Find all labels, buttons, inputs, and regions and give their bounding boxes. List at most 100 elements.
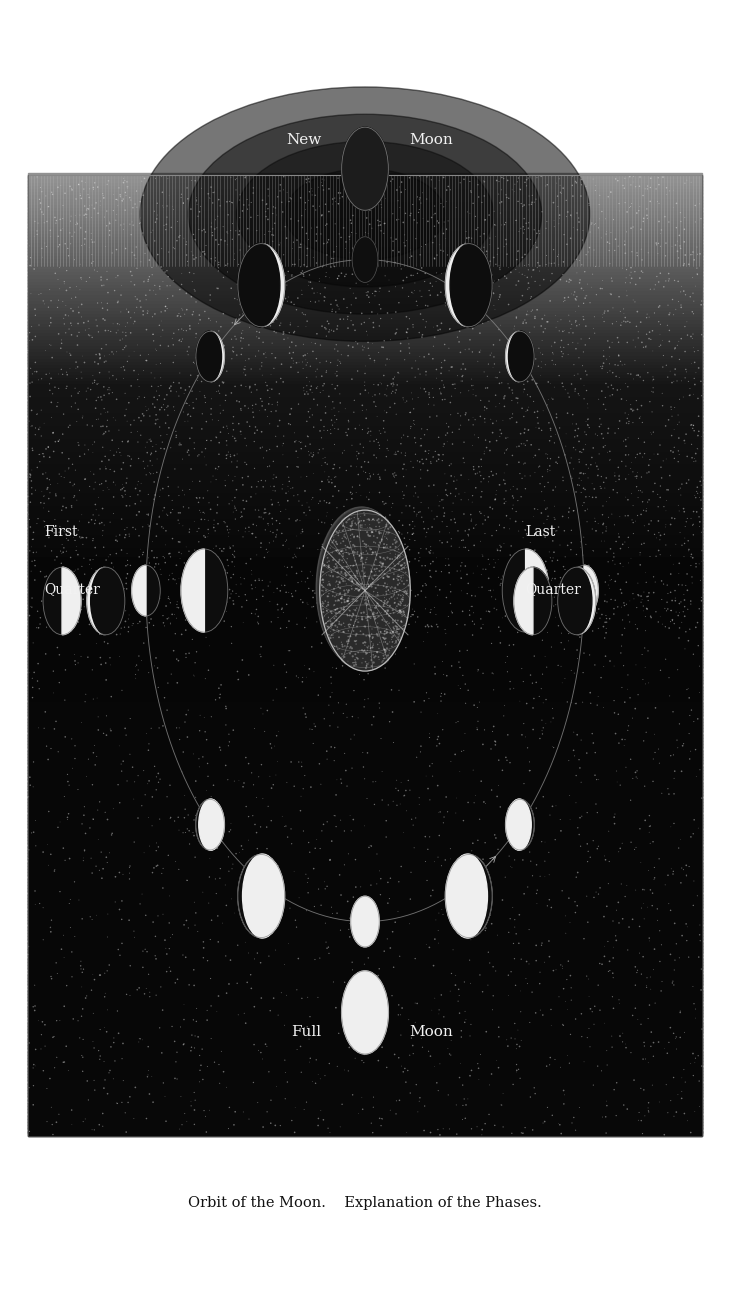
Point: [89, 352, 101, 373]
Point: [554, 535, 566, 556]
Point: [485, 251, 496, 271]
Point: [235, 282, 247, 302]
Point: [430, 561, 442, 582]
Point: [474, 226, 486, 247]
Point: [42, 436, 54, 457]
Bar: [28, 238, 702, 243]
Point: [387, 613, 399, 633]
Point: [666, 373, 678, 393]
Point: [91, 905, 102, 925]
Point: [282, 476, 293, 497]
Point: [549, 561, 561, 582]
Point: [686, 414, 698, 435]
Point: [387, 600, 399, 620]
Point: [630, 837, 642, 858]
Point: [397, 589, 409, 610]
Point: [139, 458, 150, 479]
Point: [250, 578, 261, 598]
Point: [620, 273, 631, 293]
Point: [158, 1072, 169, 1093]
Point: [196, 1038, 208, 1059]
Circle shape: [238, 244, 285, 327]
Point: [141, 504, 153, 524]
Point: [381, 402, 393, 423]
Point: [277, 435, 288, 456]
Point: [648, 959, 659, 980]
Point: [191, 641, 202, 662]
Point: [307, 444, 319, 465]
Point: [90, 398, 101, 419]
Point: [580, 288, 591, 309]
Point: [617, 175, 629, 196]
Point: [150, 212, 161, 232]
Point: [361, 549, 372, 570]
Point: [627, 330, 639, 350]
Point: [390, 778, 402, 798]
Point: [667, 863, 679, 884]
Point: [405, 202, 417, 223]
Point: [677, 733, 689, 754]
Point: [68, 487, 80, 508]
Point: [196, 561, 208, 582]
Point: [455, 383, 466, 404]
Point: [298, 345, 310, 366]
Point: [504, 479, 516, 500]
Point: [41, 566, 53, 587]
Point: [689, 485, 701, 506]
Point: [647, 1075, 658, 1096]
Circle shape: [445, 244, 492, 327]
Point: [548, 961, 559, 981]
Point: [400, 443, 412, 463]
Point: [376, 197, 388, 218]
Point: [226, 192, 237, 213]
Point: [626, 398, 637, 419]
Point: [120, 556, 132, 576]
Point: [49, 583, 61, 604]
Point: [610, 531, 622, 552]
Point: [198, 948, 210, 968]
Point: [522, 384, 534, 405]
Point: [61, 376, 73, 397]
Point: [104, 440, 116, 461]
Point: [377, 513, 388, 533]
Point: [696, 550, 707, 571]
Point: [104, 654, 116, 675]
Point: [320, 580, 332, 601]
Point: [301, 986, 313, 1007]
Point: [277, 474, 288, 495]
Point: [573, 212, 585, 232]
Point: [673, 837, 685, 858]
Point: [153, 506, 165, 527]
Point: [161, 214, 172, 235]
Point: [212, 261, 224, 282]
Point: [663, 479, 675, 500]
Point: [454, 173, 466, 193]
Point: [138, 271, 150, 292]
Point: [69, 736, 81, 757]
Point: [673, 331, 685, 352]
Point: [288, 343, 299, 363]
Point: [560, 906, 572, 927]
Point: [442, 485, 453, 506]
Point: [218, 511, 230, 532]
Point: [397, 212, 409, 232]
Bar: [28, 231, 702, 236]
Point: [378, 648, 390, 668]
Point: [88, 1070, 100, 1090]
Bar: [28, 858, 702, 863]
Point: [137, 404, 148, 424]
Point: [657, 166, 669, 187]
Bar: [28, 563, 702, 569]
Point: [550, 317, 562, 337]
Point: [531, 798, 542, 819]
Point: [160, 938, 172, 959]
Point: [272, 752, 283, 772]
Point: [491, 520, 502, 541]
Point: [182, 404, 194, 424]
Point: [575, 611, 587, 632]
Point: [529, 317, 540, 337]
Point: [93, 344, 105, 365]
Point: [96, 841, 107, 862]
Point: [173, 435, 185, 456]
Point: [689, 1101, 701, 1121]
